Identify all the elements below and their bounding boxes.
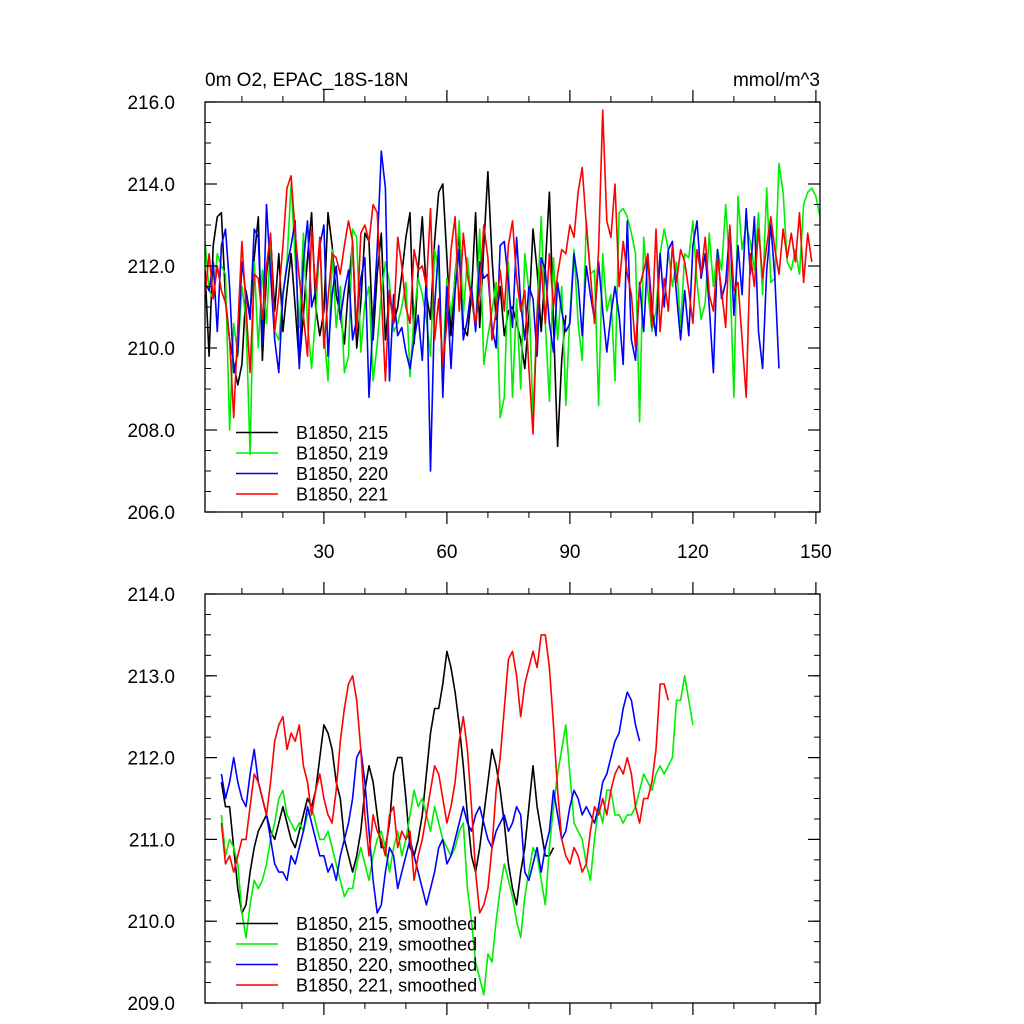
y-tick-label: 216.0 xyxy=(127,93,175,114)
bottom-panel: 209.0 210.0 211.0 212.0 213.0 214.0 B1850, 215… xyxy=(127,582,821,1015)
legend-label-2: B1850, 219, smoothed xyxy=(296,935,477,955)
series-group xyxy=(220,634,694,996)
top-panel: 206.0 208.0 210.0 212.0 214.0 216.0 30 60 90 120 1… xyxy=(127,90,832,563)
x-axis: 30 60 90 120 150 xyxy=(241,90,832,563)
y-tick-label: 209.0 xyxy=(127,994,175,1015)
x-tick-label: 120 xyxy=(677,542,709,563)
legend-label-4: B1850, 221, smoothed xyxy=(296,976,477,996)
legend-label-3: B1850, 220, smoothed xyxy=(296,955,477,975)
y-tick-label: 213.0 xyxy=(127,667,175,688)
x-axis xyxy=(241,582,817,1015)
y-tick-label: 210.0 xyxy=(127,912,175,933)
y-axis: 209.0 210.0 211.0 212.0 213.0 214.0 xyxy=(127,585,820,1015)
legend-label-4: B1850, 221 xyxy=(296,485,388,505)
y-tick-label: 206.0 xyxy=(127,503,175,524)
legend-label-3: B1850, 220 xyxy=(296,464,388,484)
legend-label-2: B1850, 219 xyxy=(296,444,388,464)
y-tick-label: 211.0 xyxy=(129,830,175,851)
series-line-4 xyxy=(205,109,813,435)
x-tick-label: 30 xyxy=(313,542,334,563)
series-line-3 xyxy=(220,691,641,914)
x-tick-label: 60 xyxy=(436,542,457,563)
y-tick-label: 214.0 xyxy=(127,585,175,606)
figure-title: 0m O2, EPAC_18S-18N xyxy=(205,70,408,91)
series-group xyxy=(205,109,820,472)
figure-units: mmol/m^3 xyxy=(733,70,820,91)
series-line-4 xyxy=(220,634,670,914)
y-axis: 206.0 208.0 210.0 212.0 214.0 216.0 xyxy=(127,93,820,524)
y-tick-label: 208.0 xyxy=(127,421,175,442)
legend-label-1: B1850, 215, smoothed xyxy=(296,914,477,934)
x-tick-label: 90 xyxy=(559,542,580,563)
y-tick-label: 214.0 xyxy=(127,175,175,196)
legend-label-1: B1850, 215 xyxy=(296,423,388,443)
y-tick-label: 212.0 xyxy=(127,749,175,770)
x-tick-label: 150 xyxy=(800,542,832,563)
y-tick-label: 212.0 xyxy=(127,257,175,278)
series-line-2 xyxy=(220,674,694,996)
y-tick-label: 210.0 xyxy=(127,339,175,360)
